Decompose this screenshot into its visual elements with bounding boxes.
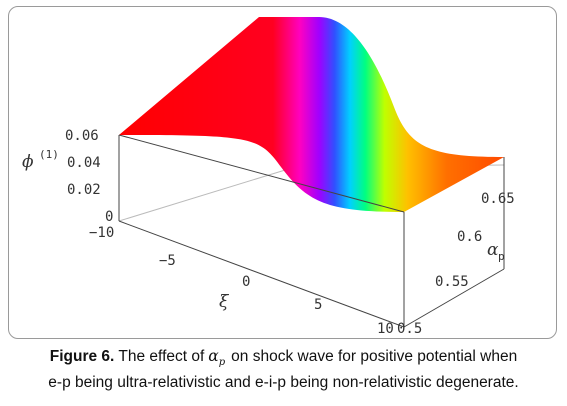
caption-pre: The effect of [114, 348, 205, 365]
y-tick-label: 0.5 [397, 321, 422, 337]
z-tick-label: 0.02 [67, 182, 101, 198]
z-tick-label: 0 [105, 209, 113, 225]
x-axis: −10 −5 0 5 10 ξ [89, 225, 394, 337]
y-axis-label: α [487, 240, 499, 260]
y-axis-label-sub: p [498, 250, 505, 263]
z-tick-label: 0.06 [65, 128, 99, 144]
figure-frame: 0.06 0.04 0.02 0 ϕ (1) −10 −5 0 5 10 ξ 0… [8, 6, 557, 339]
caption-line-2: e-p being ultra-relativistic and e-i-p b… [48, 374, 519, 392]
x-tick-label: −5 [159, 253, 176, 269]
caption-line-1: Figure 6. The effect of αp on shock wave f… [0, 346, 567, 373]
z-axis: 0.06 0.04 0.02 0 ϕ (1) [22, 128, 113, 225]
z-axis-label-sup: (1) [39, 148, 59, 161]
x-tick-label: 5 [314, 297, 322, 313]
figure-caption: Figure 6. The effect of αp on shock wave f… [0, 346, 567, 393]
caption-label: Figure 6. [49, 348, 115, 365]
z-axis-label: ϕ [22, 152, 34, 172]
x-tick-label: −10 [89, 225, 114, 241]
y-tick-label: 0.55 [435, 274, 469, 290]
box-bottom-front [118, 220, 505, 328]
y-tick-label: 0.6 [457, 229, 482, 245]
surface-plot: 0.06 0.04 0.02 0 ϕ (1) −10 −5 0 5 10 ξ 0… [22, 17, 515, 337]
caption-symbol: αp [208, 347, 226, 369]
caption-post: on shock wave for positive potential whe… [231, 348, 518, 365]
y-tick-label: 0.65 [481, 191, 515, 207]
x-tick-label: 10 [377, 321, 394, 337]
box-top-left [118, 134, 405, 213]
x-tick-label: 0 [242, 274, 250, 290]
shock-surface [119, 17, 504, 212]
z-tick-label: 0.04 [67, 155, 101, 171]
y-axis: 0.65 0.6 0.55 0.5 α p [397, 191, 515, 337]
x-axis-label: ξ [219, 292, 230, 312]
